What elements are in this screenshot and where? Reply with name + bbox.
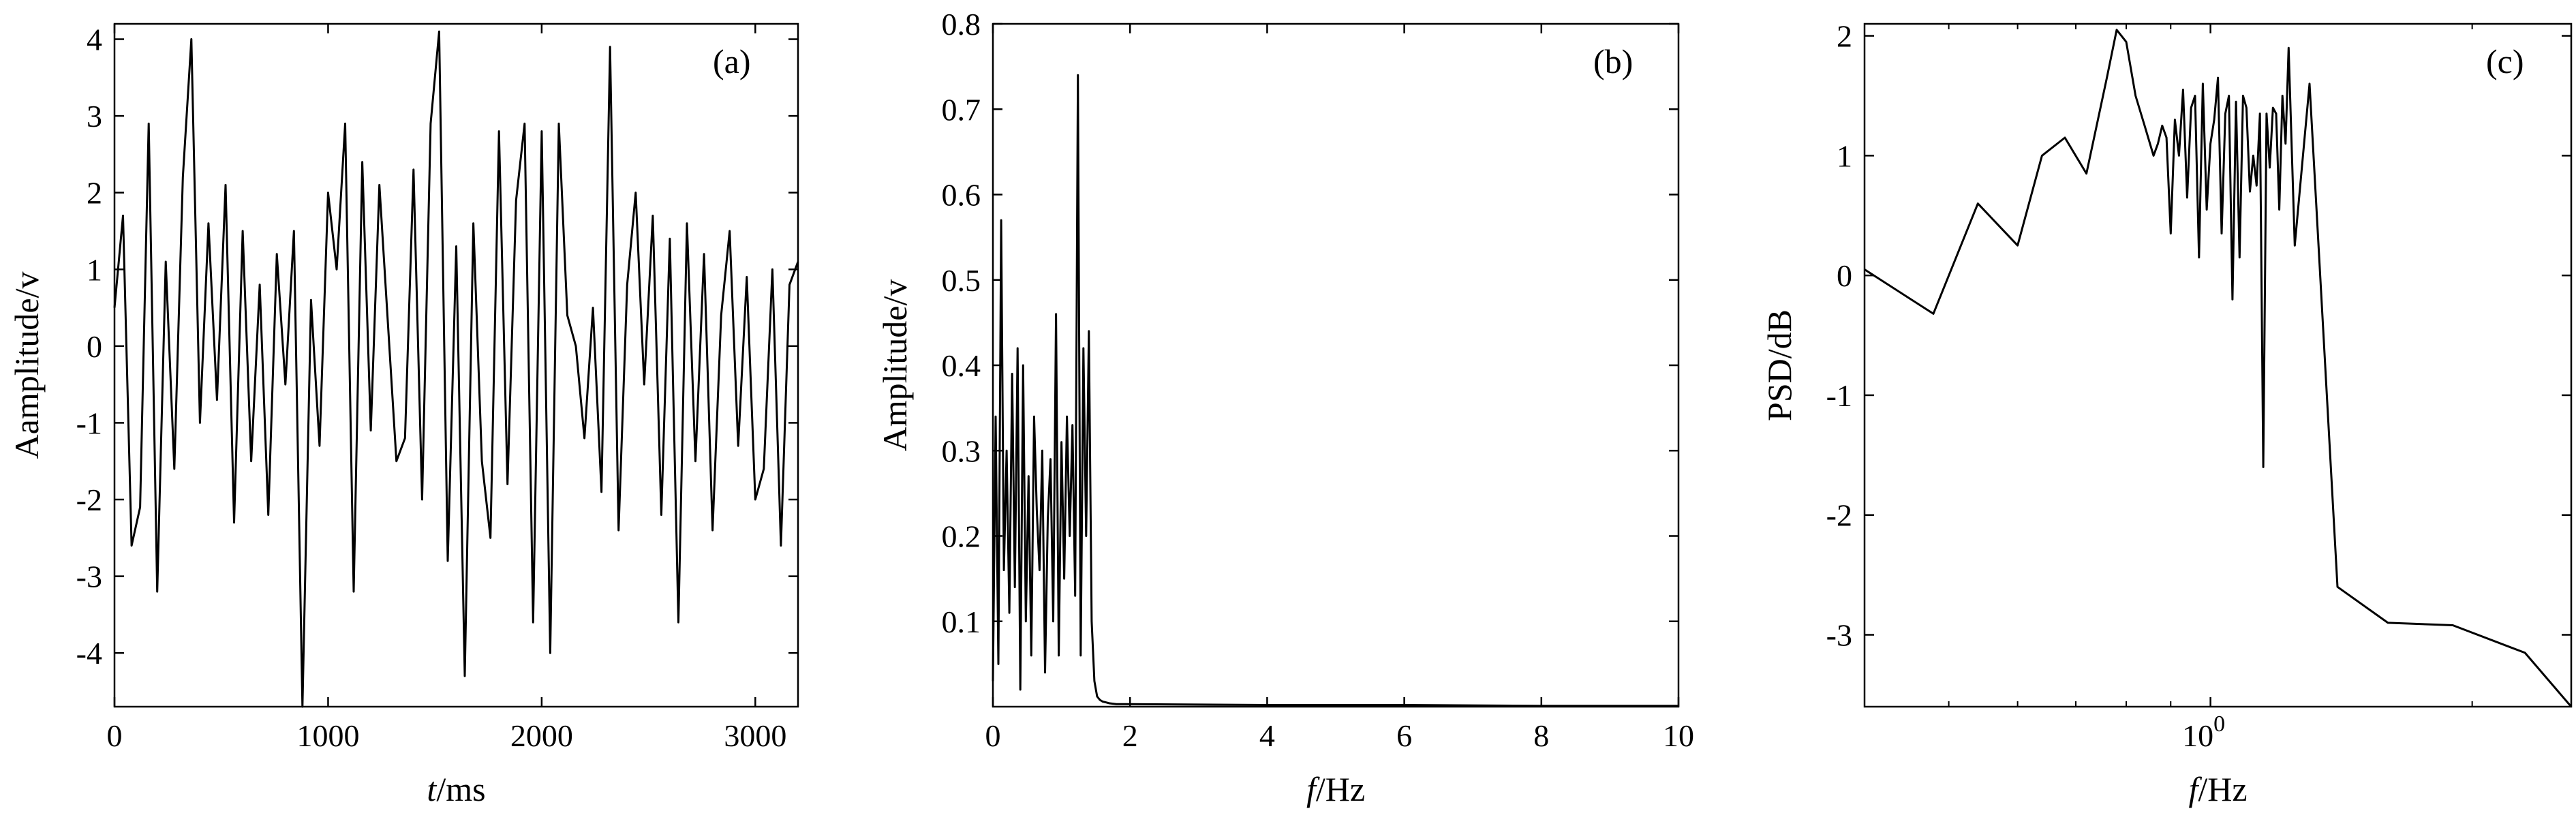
- y-tick-label: -1: [76, 405, 102, 440]
- y-tick-label: 0.4: [942, 348, 981, 383]
- y-tick-label: 2: [1837, 19, 1852, 54]
- y-axis-label: Aamplitude/v: [7, 272, 46, 459]
- x-tick-label: 6: [1396, 718, 1412, 753]
- x-tick-exponent: 0: [2213, 711, 2225, 737]
- x-axis-label-unit: /ms: [436, 770, 485, 808]
- y-tick-label: -4: [76, 636, 102, 671]
- x-axis-label: f/Hz: [2188, 770, 2247, 808]
- series-line: [1864, 29, 2573, 707]
- x-tick-label: 10: [1663, 718, 1694, 753]
- plot-frame: [113, 22, 799, 708]
- y-tick-label: 0.6: [942, 178, 981, 213]
- y-tick-label: 0: [1837, 258, 1852, 293]
- y-tick-label: 0.1: [942, 604, 981, 639]
- x-axis-label-unit: /Hz: [2198, 770, 2247, 808]
- y-tick-label: -2: [76, 482, 102, 517]
- y-tick-label: 0.5: [942, 263, 981, 298]
- plot-frame: [992, 22, 1680, 708]
- y-tick-label: 0.8: [942, 7, 981, 42]
- x-tick-label: 3000: [724, 718, 786, 753]
- x-tick-label: 2: [1122, 718, 1138, 753]
- x-tick-label: 4: [1259, 718, 1275, 753]
- chart-panel-1: 0 1000 2000 3000 -4 -3 -2 -1 0 1 2 3 4 (a) t/ms Aamplit…: [7, 22, 799, 808]
- y-tick-label: -3: [76, 559, 102, 594]
- y-tick-label: -2: [1826, 498, 1852, 533]
- y-tick-label: -3: [1826, 618, 1852, 653]
- chart-panel-2: 0 2 4 6 8 10 0.1 0.2 0.3 0.4 0.5 0.6 0.7 0.8 (b) f/Hz Am…: [876, 7, 1694, 808]
- x-axis-label: t/ms: [427, 770, 485, 808]
- x-axis-label: f/Hz: [1306, 770, 1365, 808]
- x-tick-label: 1000: [296, 718, 359, 753]
- y-tick-label: 1: [1837, 138, 1852, 173]
- x-tick-label: 0: [985, 718, 1001, 753]
- y-tick-label: 4: [87, 22, 102, 57]
- y-axis-label: Amplitude/v: [876, 279, 914, 452]
- panel-label: (a): [713, 42, 751, 80]
- y-tick-label: 0.3: [942, 433, 981, 468]
- panel-label: (c): [2486, 42, 2524, 80]
- x-axis-label-unit: /Hz: [1316, 770, 1365, 808]
- plot-frame: [1863, 22, 2573, 708]
- x-axis-label-var: t: [427, 770, 437, 808]
- series-line: [992, 74, 1678, 707]
- series-line: [113, 30, 799, 708]
- y-tick-label: 2: [87, 176, 102, 211]
- y-tick-label: 0.7: [942, 92, 981, 127]
- y-axis-label: PSD/dB: [1760, 309, 1798, 421]
- x-tick-label: 0: [107, 718, 123, 753]
- x-tick-label: 2000: [510, 718, 573, 753]
- y-tick-label: 3: [87, 99, 102, 134]
- panel-label: (b): [1593, 42, 1633, 80]
- x-tick-label: 100: [2182, 711, 2225, 753]
- chart-panel-3: 100 -3 -2 -1 0 1 2 (c) f/Hz PSD/dB: [1760, 19, 2573, 808]
- y-tick-label: 0: [87, 329, 102, 364]
- y-tick-label: -1: [1826, 378, 1852, 413]
- y-tick-label: 1: [87, 252, 102, 287]
- x-tick-label: 8: [1533, 718, 1549, 753]
- y-tick-label: 0.2: [942, 519, 981, 554]
